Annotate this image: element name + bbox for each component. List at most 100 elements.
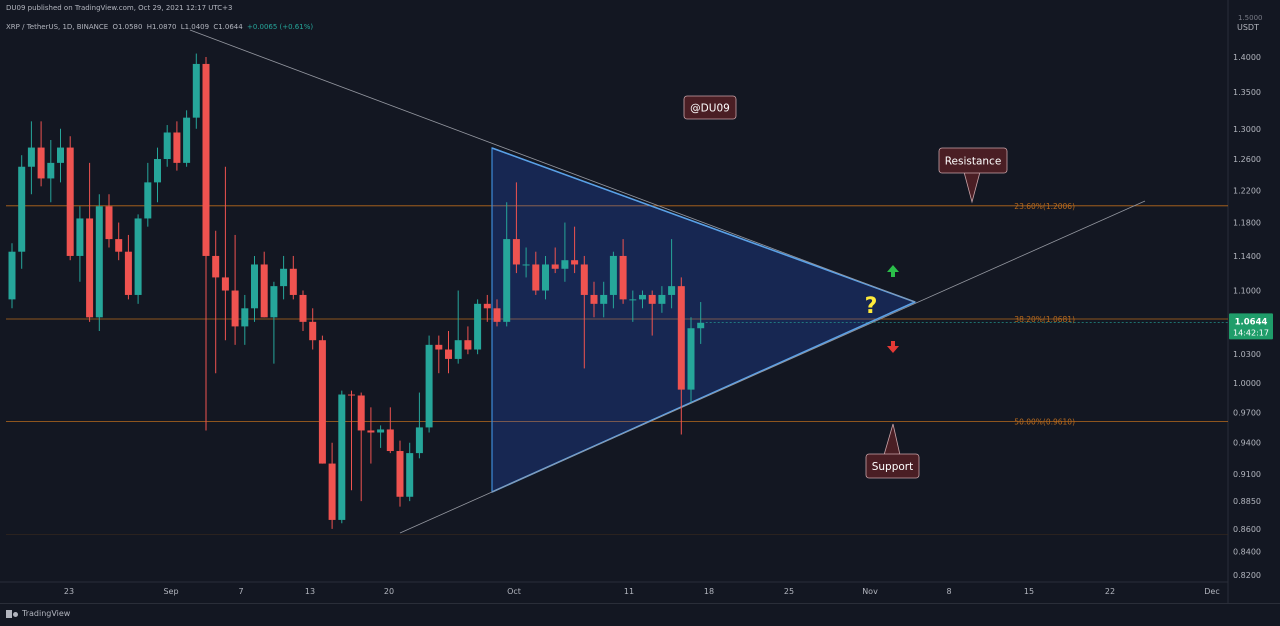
support-callout-pointer [883, 423, 901, 456]
candle-body [512, 239, 520, 265]
price-tick-label: 1.1000 [1233, 287, 1261, 296]
time-tick-label: 13 [305, 587, 315, 596]
candle-body [629, 299, 637, 301]
candle-body [154, 159, 161, 183]
watermark-callout-label: @DU09 [690, 103, 730, 115]
candle-body [435, 344, 443, 350]
candle-body [37, 147, 45, 179]
candle-body [66, 147, 74, 256]
low-value: L1.0409 [180, 23, 210, 31]
candle-body [105, 206, 113, 240]
candle-body [571, 260, 579, 265]
candle-body [551, 264, 559, 269]
candle-body [648, 294, 656, 304]
price-tick-label: 0.8600 [1233, 525, 1261, 534]
candle-body [173, 132, 181, 163]
candle-body [454, 340, 462, 359]
price-tick-label: 1.4000 [1233, 53, 1261, 62]
candle-body [590, 294, 598, 304]
time-tick-label: Nov [862, 587, 878, 596]
price-tick-label: 1.1400 [1233, 252, 1261, 261]
candle-body [57, 147, 64, 163]
candle-body [474, 303, 482, 350]
fib-level-label: 38.20%(1.0681) [1014, 315, 1075, 324]
price-tick-label: 0.9700 [1233, 408, 1261, 417]
resistance-callout-label: Resistance [945, 156, 1002, 168]
candle-body [231, 290, 239, 327]
fib-level-label: 50.00%(0.9610) [1014, 417, 1075, 426]
watermark-callout-box [683, 95, 737, 120]
candle-body [445, 349, 452, 359]
price-tick-label: 1.2600 [1233, 155, 1261, 164]
down-arrow-icon [887, 341, 899, 353]
candle-body [503, 239, 511, 322]
candle-body [493, 308, 501, 322]
candle-body [328, 463, 336, 520]
time-tick-label: 11 [624, 587, 634, 596]
candle-body [318, 340, 326, 464]
time-tick-label: 8 [946, 587, 951, 596]
candle-body [687, 328, 695, 390]
triangle-upper-edge [491, 147, 916, 303]
price-tick-label: 1.1800 [1233, 219, 1261, 228]
candle-body [115, 239, 123, 252]
candle-body [212, 255, 220, 278]
close-value: C1.0644 [213, 23, 243, 31]
currency-label: USDT [1237, 23, 1259, 32]
time-tick-label: Dec [1204, 587, 1219, 596]
candle-body [386, 429, 394, 452]
candle-body [425, 344, 433, 428]
candle-body [338, 394, 346, 520]
price-tick-label: 0.8200 [1233, 571, 1261, 580]
candle-body [76, 218, 84, 256]
candle-body [580, 264, 588, 295]
candle-body [47, 162, 55, 179]
ascending-trendline [399, 200, 1146, 534]
candle-body [348, 394, 355, 396]
candle-body [183, 117, 191, 163]
candle-body [192, 63, 200, 118]
candle-body [251, 264, 258, 309]
candle-body [27, 147, 35, 167]
candle-body [677, 286, 685, 390]
price-tick-label: 0.9100 [1233, 470, 1261, 479]
candle-body [367, 430, 375, 433]
tradingview-logo-icon [6, 609, 18, 618]
candle-body [668, 286, 676, 295]
support-callout-box [865, 453, 920, 479]
candle-body [542, 264, 549, 291]
descending-trendline [189, 29, 916, 303]
candle-body [260, 264, 268, 318]
time-tick-label: 25 [784, 587, 794, 596]
fib-level-label: 23.60%(1.2006) [1014, 202, 1075, 211]
candle-body [658, 294, 666, 304]
candle-body [483, 303, 491, 309]
current-price-tag [1229, 313, 1273, 340]
candle-body [522, 264, 530, 266]
time-tick-label: Sep [163, 587, 178, 596]
tradingview-logo[interactable]: TradingView [6, 609, 70, 618]
price-tick-label: 1.3500 [1233, 88, 1261, 97]
candle-body [163, 132, 171, 160]
time-tick-label: 18 [704, 587, 714, 596]
price-tick-label: 1.0300 [1233, 350, 1261, 359]
up-arrow-icon [887, 265, 899, 277]
publisher-line: DU09 published on TradingView.com, Oct 2… [6, 4, 232, 12]
candle-body [8, 251, 16, 300]
tradingview-logo-text: TradingView [22, 609, 71, 618]
price-tick-label: 1.5000 [1238, 14, 1263, 22]
candle-body [280, 268, 288, 287]
price-tick-label: 0.9400 [1233, 439, 1261, 448]
symbol-text: XRP / TetherUS, 1D, BINANCE [6, 23, 109, 31]
candle-body [86, 218, 94, 318]
support-callout-label: Support [872, 461, 914, 473]
price-tick-label: 1.0000 [1233, 379, 1261, 388]
footer-bar: TradingView [0, 603, 1280, 626]
candle-body [134, 218, 142, 295]
candle-body [202, 63, 210, 256]
candle-body [619, 255, 627, 300]
candle-body [600, 294, 608, 304]
candle-body [561, 260, 569, 269]
price-tick-label: 1.3000 [1233, 125, 1261, 134]
